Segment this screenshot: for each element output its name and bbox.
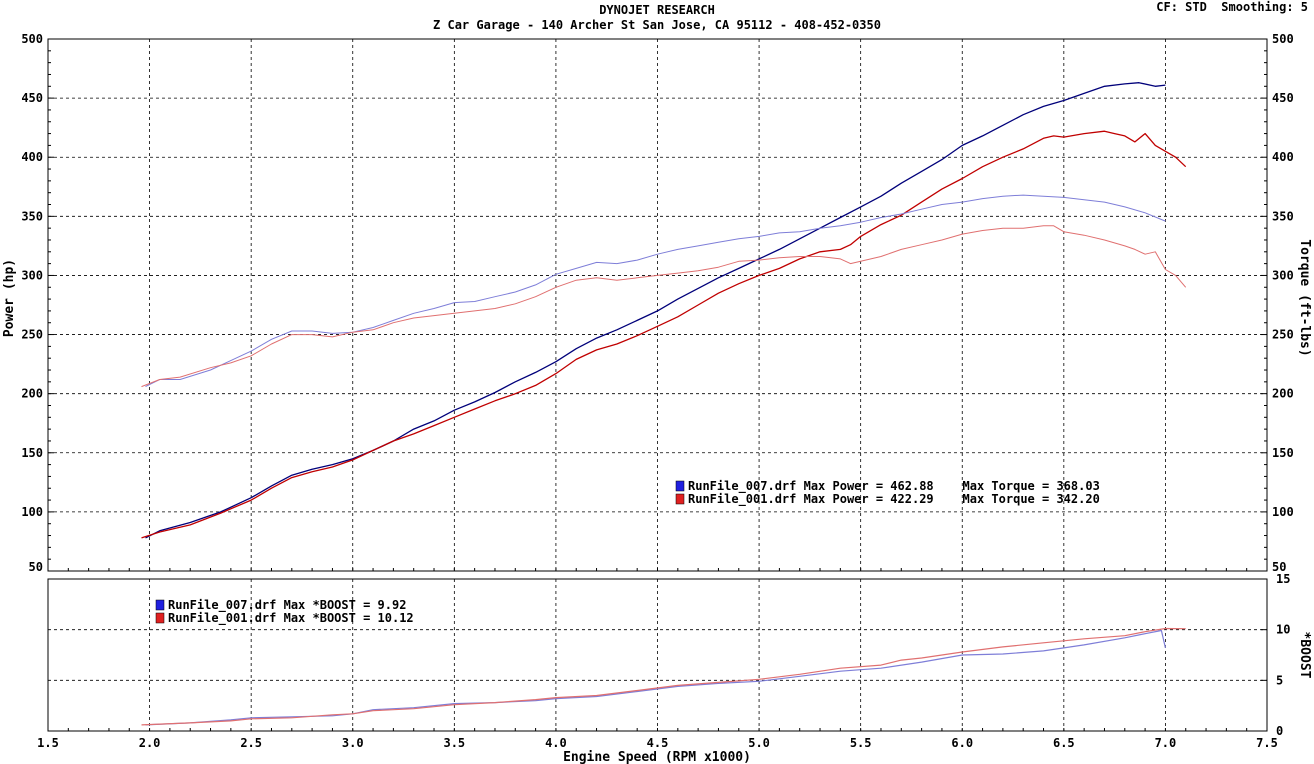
rpm-axis-label: Engine Speed (RPM x1000) <box>563 750 751 764</box>
power-torque-grid <box>48 38 1267 572</box>
power-tick-label: 200 <box>21 387 43 401</box>
power-tick-label: 450 <box>21 91 43 105</box>
power-tick-label: 100 <box>21 505 43 519</box>
x-tick-label: 6.0 <box>951 736 973 750</box>
x-tick-label: 7.0 <box>1155 736 1177 750</box>
legend-swatch-run007 <box>675 480 685 492</box>
power-tick-label: 400 <box>21 150 43 164</box>
power-tick-label: 50 <box>29 560 43 574</box>
x-tick-label: 4.0 <box>545 736 567 750</box>
series-run001_power <box>141 130 1187 539</box>
torque-axis-label: Torque (ft-lbs) <box>1297 239 1312 356</box>
series-run001_boost <box>141 627 1186 726</box>
power-torque-legend: RunFile_007.drf Max Power = 462.88 Max T… <box>675 479 1100 507</box>
dyno-settings: CF: STD Smoothing: 5 <box>1156 0 1308 14</box>
legend-entry-run001-boost: RunFile_001.drf Max *BOOST = 10.12 <box>168 611 414 626</box>
boost-grid <box>48 578 1267 732</box>
torque-tick-label: 250 <box>1272 328 1294 342</box>
boost-tick-label: 10 <box>1276 623 1290 637</box>
x-tick-label: 5.5 <box>850 736 872 750</box>
legend-swatch-run001 <box>675 493 685 505</box>
x-tick-label: 6.5 <box>1053 736 1075 750</box>
torque-tick-label: 200 <box>1272 387 1294 401</box>
axis-tick-labels: 1.5 2.0 2.5 3.0 3.5 4.0 4.5 5.0 5.5 6.0 6.5 7.0 7.5 5… <box>21 32 1293 750</box>
torque-tick-label: 500 <box>1272 32 1294 46</box>
chart-title: DYNOJET RESEARCH <box>599 3 715 17</box>
power-tick-label: 150 <box>21 446 43 460</box>
boost-series <box>141 627 1186 726</box>
x-tick-label: 7.5 <box>1256 736 1278 750</box>
series-run007_torque <box>145 194 1166 388</box>
boost-tick-label: 15 <box>1276 572 1290 586</box>
legend-entry-run007-boost: RunFile_007.drf Max *BOOST = 9.92 <box>168 598 406 613</box>
power-axis-label: Power (hp) <box>2 259 17 337</box>
x-tick-label: 3.0 <box>342 736 364 750</box>
boost-axis-label: *BOOST <box>1297 632 1312 679</box>
power-tick-label: 350 <box>21 209 43 223</box>
x-tick-label: 2.0 <box>139 736 161 750</box>
x-tick-label: 2.5 <box>240 736 262 750</box>
x-tick-label: 5.0 <box>748 736 770 750</box>
boost-tick-label: 5 <box>1276 673 1283 687</box>
power-torque-series <box>141 82 1187 539</box>
x-tick-label: 1.5 <box>37 736 59 750</box>
series-run001_torque <box>141 225 1187 388</box>
series-run007_power <box>145 82 1166 539</box>
boost-tick-label: 0 <box>1276 724 1283 738</box>
power-tick-label: 250 <box>21 328 43 342</box>
torque-tick-label: 450 <box>1272 91 1294 105</box>
legend-swatch-run007-boost <box>155 599 165 611</box>
boost-legend: RunFile_007.drf Max *BOOST = 9.92 RunFil… <box>155 598 414 626</box>
torque-tick-label: 100 <box>1272 505 1294 519</box>
chart-subtitle: Z Car Garage - 140 Archer St San Jose, C… <box>433 18 881 32</box>
x-tick-label: 4.5 <box>647 736 669 750</box>
power-tick-label: 300 <box>21 268 43 282</box>
x-tick-label: 3.5 <box>443 736 465 750</box>
series-run007_boost <box>145 629 1166 726</box>
torque-tick-label: 350 <box>1272 209 1294 223</box>
torque-tick-label: 150 <box>1272 446 1294 460</box>
torque-tick-label: 50 <box>1272 560 1286 574</box>
legend-entry-run001: RunFile_001.drf Max Power = 422.29 Max T… <box>688 492 1100 507</box>
power-tick-label: 500 <box>21 32 43 46</box>
legend-entry-run007: RunFile_007.drf Max Power = 462.88 Max T… <box>688 479 1100 494</box>
legend-swatch-run001-boost <box>155 612 165 624</box>
torque-tick-label: 300 <box>1272 268 1294 282</box>
torque-tick-label: 400 <box>1272 150 1294 164</box>
